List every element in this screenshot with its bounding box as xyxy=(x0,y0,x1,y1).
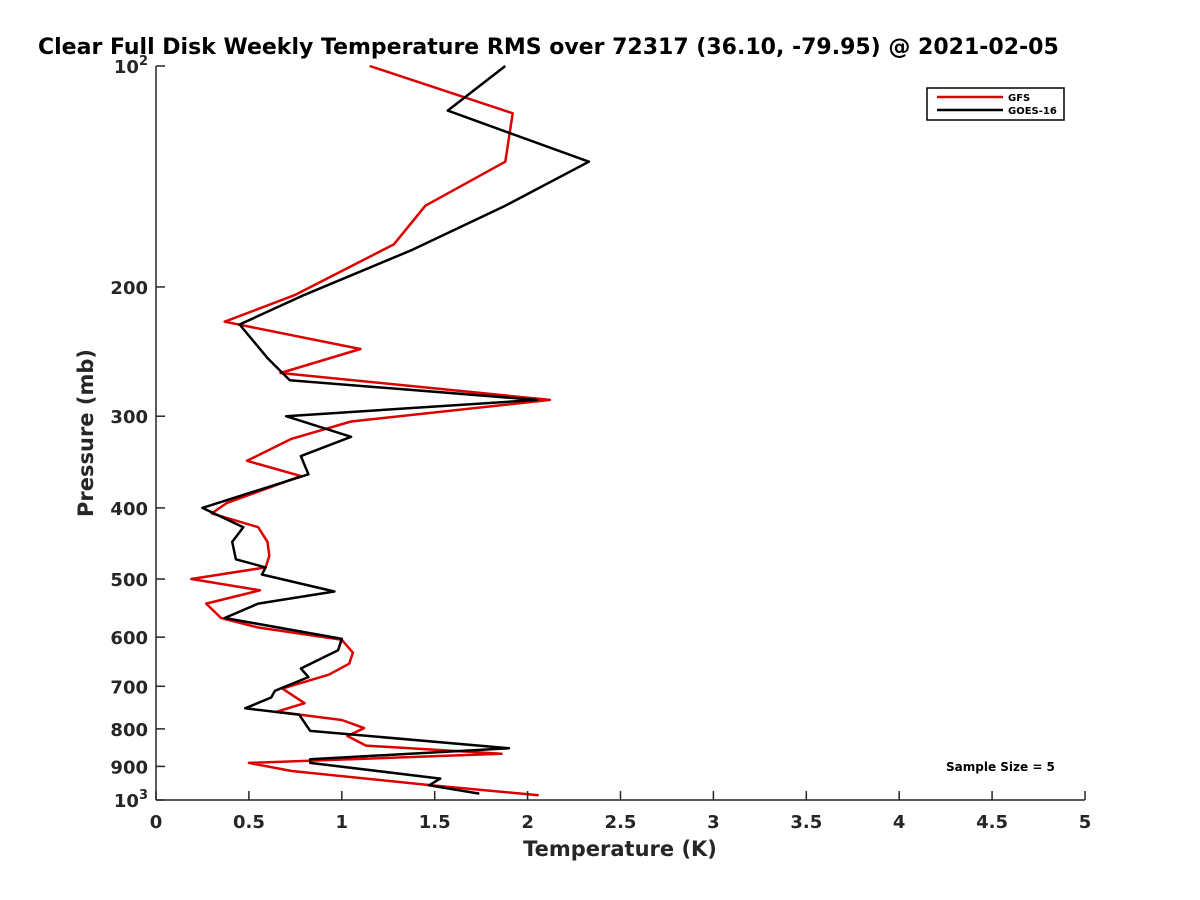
y-tick-label: 900 xyxy=(110,757,148,778)
y-tick-label: 800 xyxy=(110,720,148,741)
x-tick-label: 0 xyxy=(150,812,163,833)
x-tick-label: 5 xyxy=(1079,812,1092,833)
y-tick-label: 200 xyxy=(110,278,148,299)
legend-label-gfs: GFS xyxy=(1008,93,1030,104)
y-tick-label: 103 xyxy=(114,788,148,812)
sample-size-annotation: Sample Size = 5 xyxy=(946,760,1055,774)
x-tick-label: 2.5 xyxy=(605,812,637,833)
chart-title: Clear Full Disk Weekly Temperature RMS o… xyxy=(38,35,1059,60)
x-tick-label: 2 xyxy=(521,812,534,833)
y-tick-label: 600 xyxy=(110,628,148,649)
x-tick-label: 1 xyxy=(336,812,349,833)
y-tick-label: 102 xyxy=(114,54,148,78)
x-tick-label: 4.5 xyxy=(976,812,1008,833)
x-axis-ticks: 0 0.5 1 1.5 2 2.5 3 3.5 4 4.5 5 xyxy=(150,791,1092,833)
series-line-gfs xyxy=(190,64,552,797)
y-axis-label: Pressure (mb) xyxy=(74,349,98,517)
x-axis-label: Temperature (K) xyxy=(523,837,717,861)
legend-label-goes16: GOES-16 xyxy=(1008,106,1057,117)
x-tick-label: 3 xyxy=(707,812,720,833)
y-tick-label: 300 xyxy=(110,407,148,428)
series-line-goes16 xyxy=(201,65,591,795)
legend-box xyxy=(926,87,1065,121)
y-tick-label: 700 xyxy=(110,677,148,698)
plot-area xyxy=(190,64,591,797)
legend: GFS GOES-16 xyxy=(926,87,1065,121)
y-tick-label: 500 xyxy=(110,570,148,591)
x-tick-label: 4 xyxy=(893,812,906,833)
y-tick-label: 400 xyxy=(110,499,148,520)
y-axis-ticks: 102 200 300 400 500 600 700 800 900 103 xyxy=(110,54,165,812)
x-tick-label: 3.5 xyxy=(790,812,822,833)
x-tick-label: 1.5 xyxy=(419,812,451,833)
x-tick-label: 0.5 xyxy=(233,812,265,833)
